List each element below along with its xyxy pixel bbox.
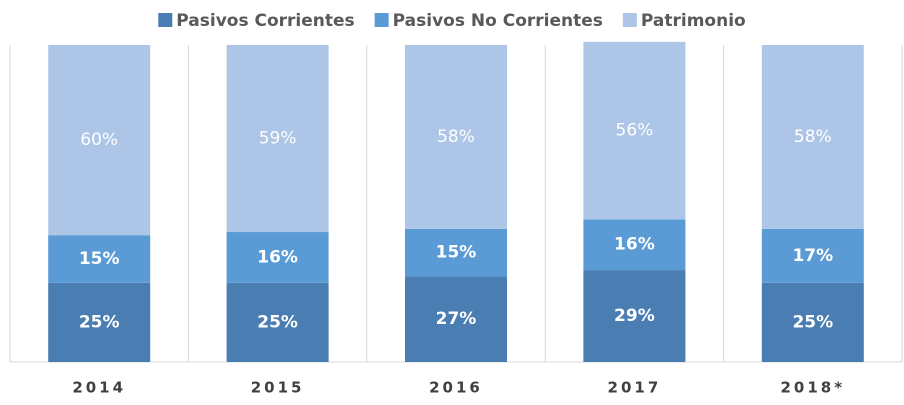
legend-swatch xyxy=(158,13,173,27)
x-tick-label: 2015 xyxy=(251,379,305,397)
value-label: 15% xyxy=(436,243,477,263)
bar-segment xyxy=(583,41,686,220)
value-label: 60% xyxy=(80,130,118,150)
bar-segment xyxy=(405,45,507,229)
x-tick-label: 2014 xyxy=(72,379,126,397)
bar-segment xyxy=(761,228,864,283)
value-label: 16% xyxy=(257,247,298,267)
value-label: 16% xyxy=(614,235,655,255)
value-label: 27% xyxy=(436,309,477,329)
value-label: 59% xyxy=(259,129,297,149)
legend-item: Pasivos Corrientes xyxy=(158,11,355,31)
legend-swatch xyxy=(374,13,389,27)
x-tick-label: 2016 xyxy=(429,379,483,397)
value-label: 25% xyxy=(257,312,298,332)
legend-label: Patrimonio xyxy=(641,11,746,31)
bar-segment xyxy=(583,219,686,271)
legend-swatch xyxy=(622,13,637,27)
bar-segment xyxy=(761,45,864,229)
bar-segment xyxy=(226,282,329,362)
legend-item: Pasivos No Corrientes xyxy=(374,11,603,31)
legend: Pasivos Corrientes Pasivos No Corrientes P… xyxy=(158,11,746,31)
bar-segment xyxy=(48,282,151,362)
value-label: 25% xyxy=(79,312,120,332)
bar-segment xyxy=(583,270,686,362)
bar-segment xyxy=(48,235,151,283)
value-label: 15% xyxy=(79,249,120,269)
value-label: 56% xyxy=(616,121,654,141)
bar-segment xyxy=(405,276,507,362)
value-label: 58% xyxy=(437,127,475,147)
bar-segment xyxy=(48,45,151,236)
x-tick-label: 2018* xyxy=(781,379,846,397)
value-label: 25% xyxy=(792,312,833,332)
legend-label: Pasivos No Corrientes xyxy=(393,11,603,31)
bar-segment xyxy=(761,282,864,362)
value-label: 29% xyxy=(614,306,655,326)
bar-segment xyxy=(226,232,329,283)
bar-segment xyxy=(405,228,507,277)
legend-label: Pasivos Corrientes xyxy=(176,11,354,31)
legend-item: Patrimonio xyxy=(622,11,746,31)
value-label: 17% xyxy=(792,246,833,266)
value-label: 58% xyxy=(794,127,832,147)
bar-segment xyxy=(226,45,329,233)
x-tick-label: 2017 xyxy=(608,379,662,397)
